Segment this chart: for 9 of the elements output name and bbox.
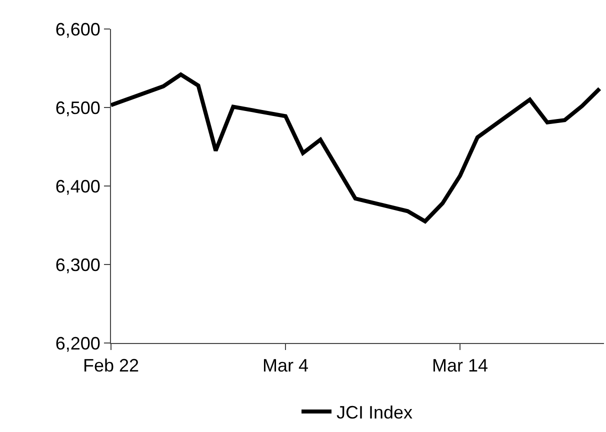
- x-tick-label: Feb 22: [82, 356, 140, 376]
- y-tick-label: 6,500: [55, 98, 100, 118]
- y-tick-label: 6,300: [55, 254, 100, 275]
- x-tick-label: Mar 4: [262, 356, 309, 376]
- legend-label: JCI Index: [336, 402, 413, 422]
- y-tick-label: 6,600: [55, 19, 100, 40]
- y-tick-label: 6,200: [55, 333, 100, 354]
- y-tick-label: 6,400: [55, 176, 100, 196]
- x-tick-label: Mar 14: [432, 356, 488, 376]
